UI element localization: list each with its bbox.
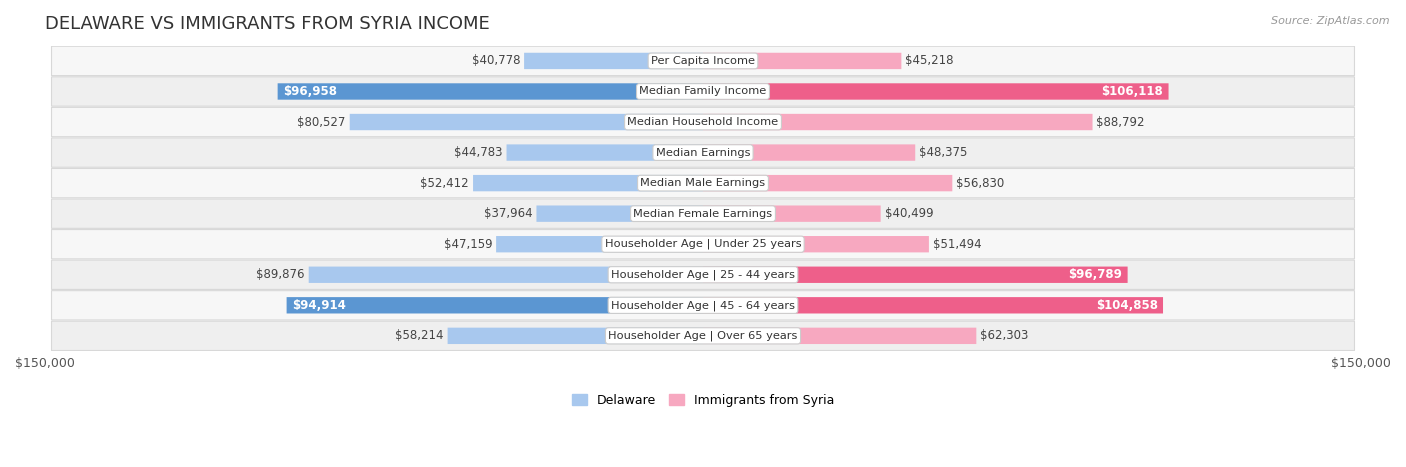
FancyBboxPatch shape [703,297,1163,313]
Text: $89,876: $89,876 [256,268,305,281]
FancyBboxPatch shape [506,144,703,161]
Text: $40,499: $40,499 [884,207,934,220]
Text: $80,527: $80,527 [298,115,346,128]
Text: $96,958: $96,958 [283,85,337,98]
Text: $88,792: $88,792 [1097,115,1144,128]
Text: Median Male Earnings: Median Male Earnings [641,178,765,188]
FancyBboxPatch shape [52,77,1354,106]
FancyBboxPatch shape [52,169,1354,198]
Text: Per Capita Income: Per Capita Income [651,56,755,66]
FancyBboxPatch shape [472,175,703,191]
FancyBboxPatch shape [52,199,1354,228]
Text: $44,783: $44,783 [454,146,502,159]
Text: $45,218: $45,218 [905,55,953,67]
FancyBboxPatch shape [52,138,1354,167]
Text: $58,214: $58,214 [395,329,444,342]
FancyBboxPatch shape [703,236,929,252]
Text: $106,118: $106,118 [1101,85,1163,98]
FancyBboxPatch shape [287,297,703,313]
Text: $62,303: $62,303 [980,329,1029,342]
FancyBboxPatch shape [277,83,703,99]
Text: $48,375: $48,375 [920,146,967,159]
FancyBboxPatch shape [703,53,901,69]
Legend: Delaware, Immigrants from Syria: Delaware, Immigrants from Syria [567,389,839,412]
FancyBboxPatch shape [703,114,1092,130]
FancyBboxPatch shape [447,328,703,344]
FancyBboxPatch shape [52,321,1354,351]
FancyBboxPatch shape [496,236,703,252]
Text: Median Family Income: Median Family Income [640,86,766,97]
Text: Median Household Income: Median Household Income [627,117,779,127]
FancyBboxPatch shape [524,53,703,69]
Text: Householder Age | 25 - 44 years: Householder Age | 25 - 44 years [612,269,794,280]
Text: Householder Age | Under 25 years: Householder Age | Under 25 years [605,239,801,249]
FancyBboxPatch shape [309,267,703,283]
Text: DELAWARE VS IMMIGRANTS FROM SYRIA INCOME: DELAWARE VS IMMIGRANTS FROM SYRIA INCOME [45,15,489,33]
Text: Source: ZipAtlas.com: Source: ZipAtlas.com [1271,16,1389,26]
FancyBboxPatch shape [703,205,880,222]
FancyBboxPatch shape [350,114,703,130]
Text: Median Female Earnings: Median Female Earnings [634,209,772,219]
Text: $52,412: $52,412 [420,177,470,190]
FancyBboxPatch shape [703,144,915,161]
Text: $94,914: $94,914 [292,299,346,312]
Text: $104,858: $104,858 [1095,299,1157,312]
FancyBboxPatch shape [52,230,1354,259]
FancyBboxPatch shape [537,205,703,222]
Text: $47,159: $47,159 [443,238,492,251]
Text: Householder Age | Over 65 years: Householder Age | Over 65 years [609,331,797,341]
FancyBboxPatch shape [703,328,976,344]
FancyBboxPatch shape [52,107,1354,137]
FancyBboxPatch shape [703,267,1128,283]
Text: Median Earnings: Median Earnings [655,148,751,157]
Text: $37,964: $37,964 [484,207,533,220]
FancyBboxPatch shape [52,46,1354,76]
FancyBboxPatch shape [703,175,952,191]
Text: Householder Age | 45 - 64 years: Householder Age | 45 - 64 years [612,300,794,311]
Text: $96,789: $96,789 [1069,268,1122,281]
Text: $56,830: $56,830 [956,177,1004,190]
FancyBboxPatch shape [52,290,1354,320]
FancyBboxPatch shape [703,83,1168,99]
Text: $51,494: $51,494 [932,238,981,251]
Text: $40,778: $40,778 [471,55,520,67]
FancyBboxPatch shape [52,260,1354,290]
